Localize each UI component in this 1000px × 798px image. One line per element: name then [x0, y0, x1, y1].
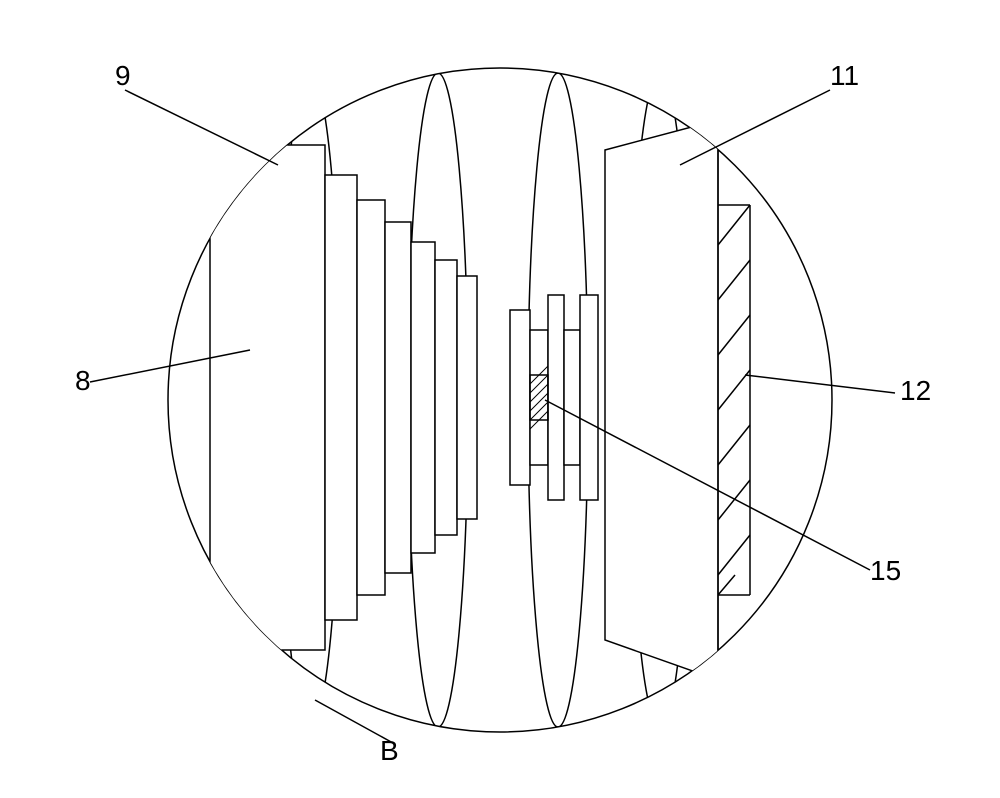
leader-line-11: [680, 90, 830, 165]
step-rect-2: [385, 222, 411, 573]
diagram-content: [210, 73, 750, 727]
hatch-line: [718, 575, 735, 595]
leader-line-12: [745, 375, 895, 393]
step-rect-1: [357, 200, 385, 595]
leader-line-9: [125, 90, 278, 165]
stack-rect-3: [564, 330, 580, 465]
trapezoid-11: [605, 120, 718, 680]
hatch-line: [718, 205, 750, 245]
technical-diagram: 9 11 8 12 15 B: [0, 0, 1000, 798]
step-rect-3: [411, 242, 435, 553]
block-8: [210, 145, 325, 650]
label-11: 11: [830, 60, 859, 91]
hatch-line: [718, 425, 750, 465]
stack-rect-1: [530, 330, 548, 465]
label-B: B: [380, 735, 399, 766]
stack-rect-0: [510, 310, 530, 485]
step-rect-4: [435, 260, 457, 535]
label-9: 9: [115, 60, 131, 91]
hatch-line: [718, 480, 750, 520]
stack-rect-2: [548, 295, 564, 500]
hatch-line: [718, 535, 750, 575]
stack-rect-4: [580, 295, 598, 500]
label-12: 12: [900, 375, 931, 406]
label-15: 15: [870, 555, 901, 586]
label-8: 8: [75, 365, 91, 396]
hatch-line: [718, 370, 750, 410]
step-rect-5: [457, 276, 477, 519]
step-rect-0: [325, 175, 357, 620]
hatch-line: [718, 260, 750, 300]
hatch-line: [718, 315, 750, 355]
